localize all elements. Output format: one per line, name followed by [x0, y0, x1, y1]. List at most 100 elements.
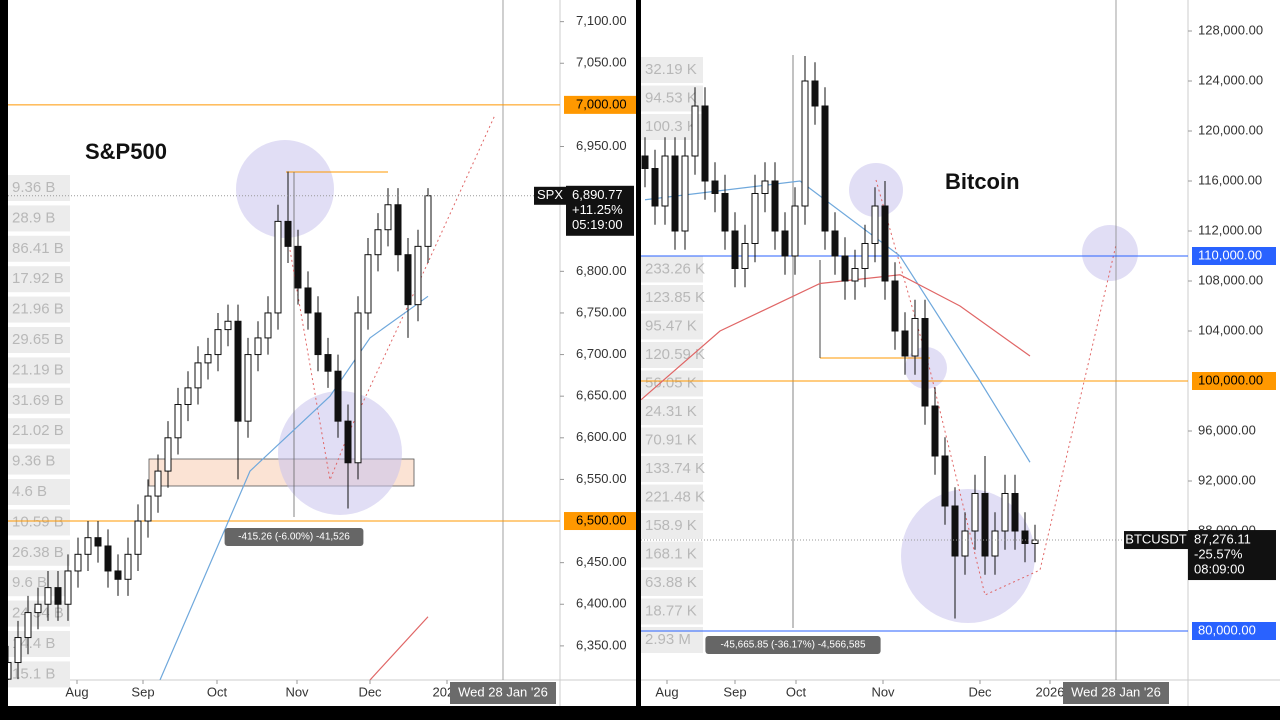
candle-body [751, 193, 759, 244]
volume-profile-label: 31.69 B [12, 392, 64, 409]
candle-body [94, 537, 102, 547]
candle-body [244, 354, 252, 422]
volume-profile-bar [641, 484, 703, 511]
volume-profile-label: 63.88 K [645, 574, 697, 591]
volume-profile-label: 14.4 B [12, 635, 55, 652]
volume-profile-bar [641, 570, 703, 596]
candle-body [234, 320, 242, 422]
candle-body [374, 229, 382, 256]
candle-body [871, 205, 879, 244]
volume-profile-label: 15.1 B [12, 665, 55, 682]
date-marker-label: Wed 28 Jan '26 [458, 684, 548, 699]
candle-body [254, 337, 262, 356]
candle-body [731, 230, 739, 269]
candle-body [1021, 530, 1029, 544]
candle-body [114, 570, 122, 580]
y-tick-label: 6,650.00 [576, 388, 627, 403]
y-tick-label: 6,700.00 [576, 346, 627, 361]
candle-body [54, 587, 62, 605]
candle-body [921, 318, 929, 407]
volume-profile-label: 100.3 K [645, 118, 697, 135]
candle-body [314, 312, 322, 356]
highlight-circle [278, 391, 402, 515]
volume-profile-bar [8, 235, 70, 262]
candle-body [811, 80, 819, 107]
level-label: 80,000.00 [1198, 622, 1256, 637]
candle-body [404, 254, 412, 306]
candle-body [671, 155, 679, 232]
candle-body [791, 205, 799, 257]
highlight-circle [849, 163, 903, 217]
candle-body [134, 520, 142, 555]
candle-body [931, 405, 939, 457]
price-box [566, 185, 634, 236]
candle-body [174, 404, 182, 439]
volume-profile-bar [641, 370, 703, 397]
y-tick-label: 6,950.00 [576, 138, 627, 153]
candle-body [911, 318, 919, 357]
candle-body [24, 612, 32, 639]
volume-profile-label: 94.53 K [645, 89, 697, 106]
volume-profile-bar [8, 175, 70, 201]
volume-profile-label: 56.05 K [645, 374, 697, 391]
candle-body [821, 105, 829, 232]
y-tick-label: 6,550.00 [576, 471, 627, 486]
candle-body [304, 287, 312, 314]
candle-body [771, 180, 779, 232]
volume-profile-label: 21.02 B [12, 422, 64, 439]
candle-body [344, 420, 352, 464]
volume-profile-bar [641, 256, 703, 283]
moving-average [641, 274, 1031, 401]
volume-profile-bar [8, 357, 70, 384]
candle-body [651, 168, 659, 207]
volume-profile-label: 86.41 B [12, 240, 64, 257]
volume-profile-bar [641, 399, 703, 425]
volume-profile-label: 9.36 B [12, 179, 55, 196]
candle-body [354, 312, 362, 464]
volume-profile-label: 21.19 B [12, 361, 64, 378]
candle-body [991, 530, 999, 557]
volume-profile-bar [641, 598, 703, 625]
volume-profile-bar [8, 479, 70, 505]
volume-profile-label: 21.96 B [12, 301, 64, 318]
measure-label: -45,665.85 (-36.17%) -4,566,585 [720, 640, 866, 651]
volume-profile-label: 168.1 K [645, 545, 697, 562]
x-tick-label: Aug [65, 684, 88, 699]
candle-body [104, 545, 112, 572]
candle-body [741, 243, 749, 269]
y-tick-label: 6,600.00 [576, 429, 627, 444]
candle-body [901, 330, 909, 357]
measure-box [224, 528, 364, 546]
panel [8, 0, 636, 706]
highlight-circle [1082, 225, 1138, 281]
x-tick-label: 2026 [1036, 684, 1065, 699]
level-box [564, 95, 636, 114]
candle-body [801, 80, 809, 207]
candle-body [204, 354, 212, 364]
level-box [1192, 622, 1276, 640]
volume-profile-label: 70.91 K [645, 431, 697, 448]
candle-body [34, 603, 42, 614]
level-box [1192, 247, 1276, 265]
y-tick-label: 7,100.00 [576, 13, 627, 28]
volume-profile-bar [641, 285, 703, 311]
volume-profile-label: 17.92 B [12, 270, 64, 287]
last-price-label: 87,276.11 [1194, 531, 1251, 546]
y-tick-label: 6,400.00 [576, 596, 627, 611]
volume-profile-label: 29.65 B [12, 331, 64, 348]
candle-body [1011, 493, 1019, 532]
candle-body [761, 180, 769, 194]
volume-profile-bar [8, 448, 70, 475]
candle-body [641, 155, 649, 169]
plot-area [641, 56, 1039, 619]
level-box [564, 512, 636, 531]
x-tick-label: Nov [285, 684, 309, 699]
volume-profile-label: 18.77 K [645, 602, 697, 619]
level-label: 6,500.00 [576, 512, 627, 527]
chart-title: S&P500 [85, 139, 167, 164]
candle-body [721, 193, 729, 232]
moving-average [159, 295, 429, 680]
candle-body [294, 245, 302, 289]
highlight-circle [236, 140, 334, 238]
